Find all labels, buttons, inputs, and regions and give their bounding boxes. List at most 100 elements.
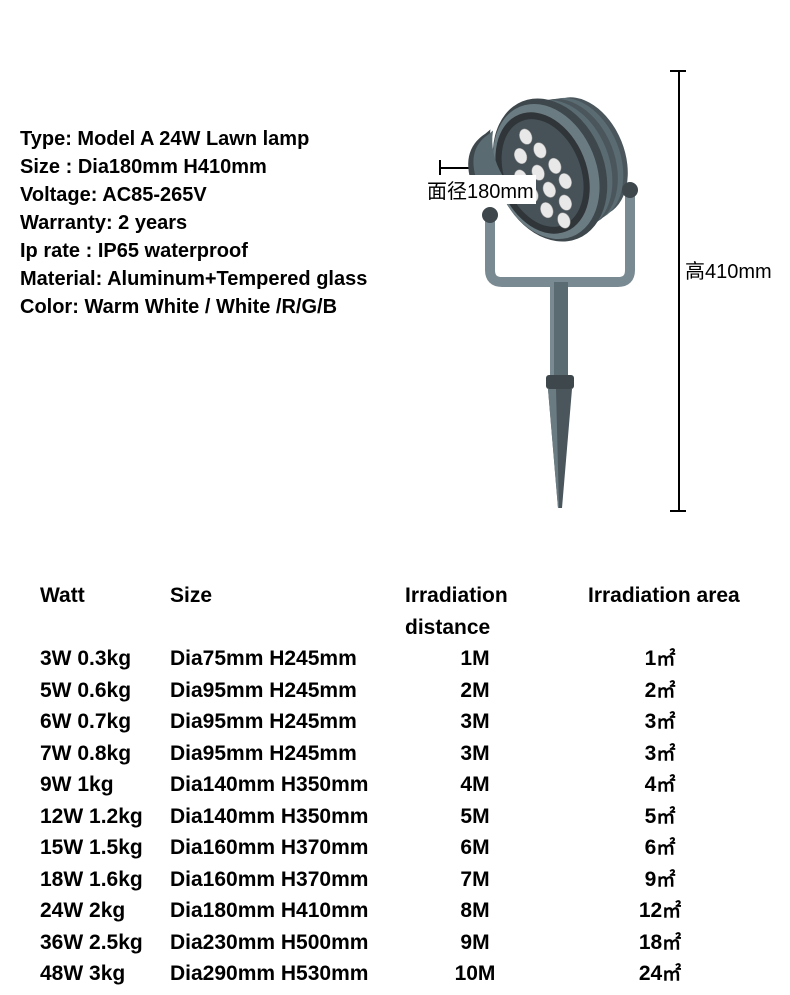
spec-color-label: Color: [20, 296, 79, 318]
cell-area-value: 4 [645, 773, 657, 796]
table-row: 48W 3kgDia290mm H530mm10M24㎡ [40, 958, 750, 990]
spec-ip: Ip rate : IP65 waterproof [20, 237, 420, 265]
spec-voltage-value: AC85-265V [102, 184, 207, 206]
cell-area: 1㎡ [570, 643, 750, 675]
dimension-height-tick-bottom [670, 510, 686, 512]
cell-watt: 12W 1.2kg [40, 801, 170, 833]
spec-material: Material: Aluminum+Tempered glass [20, 265, 420, 293]
cell-distance: 10M [380, 958, 570, 990]
cell-area-unit: ㎡ [656, 838, 675, 859]
cell-area-unit: ㎡ [656, 870, 675, 891]
cell-area-unit: ㎡ [656, 681, 675, 702]
spec-material-label: Material: [20, 268, 102, 290]
cell-size: Dia140mm H350mm [170, 769, 380, 801]
cell-watt: 5W 0.6kg [40, 675, 170, 707]
spec-list: Type: Model A 24W Lawn lamp Size : Dia18… [20, 125, 420, 321]
spec-color-value: Warm White / White /R/G/B [84, 296, 337, 318]
cell-size: Dia140mm H350mm [170, 801, 380, 833]
cell-watt: 36W 2.5kg [40, 927, 170, 959]
cell-area: 24㎡ [570, 958, 750, 990]
cell-area: 18㎡ [570, 927, 750, 959]
cell-area-value: 5 [645, 805, 657, 828]
cell-distance: 9M [380, 927, 570, 959]
table-row: 15W 1.5kgDia160mm H370mm6M6㎡ [40, 832, 750, 864]
spec-type: Type: Model A 24W Lawn lamp [20, 125, 420, 153]
cell-area-unit: ㎡ [656, 807, 675, 828]
cell-distance: 8M [380, 895, 570, 927]
cell-watt: 9W 1kg [40, 769, 170, 801]
spec-warranty: Warranty: 2 years [20, 209, 420, 237]
table-body: 3W 0.3kgDia75mm H245mm1M1㎡5W 0.6kgDia95m… [40, 643, 750, 990]
cell-watt: 48W 3kg [40, 958, 170, 990]
cell-watt: 7W 0.8kg [40, 738, 170, 770]
cell-area: 5㎡ [570, 801, 750, 833]
cell-area-unit: ㎡ [656, 775, 675, 796]
cell-distance: 5M [380, 801, 570, 833]
cell-size: Dia95mm H245mm [170, 738, 380, 770]
cell-size: Dia95mm H245mm [170, 675, 380, 707]
table-row: 7W 0.8kgDia95mm H245mm3M3㎡ [40, 738, 750, 770]
spec-voltage: Voltage: AC85-265V [20, 181, 420, 209]
cell-distance: 1M [380, 643, 570, 675]
cell-size: Dia230mm H500mm [170, 927, 380, 959]
cell-watt: 18W 1.6kg [40, 864, 170, 896]
spec-type-label: Type: [20, 128, 72, 150]
cell-area: 3㎡ [570, 738, 750, 770]
header-watt: Watt [40, 580, 170, 612]
table-row: 6W 0.7kgDia95mm H245mm3M3㎡ [40, 706, 750, 738]
spec-size-label: Size : [20, 156, 72, 178]
cell-area-value: 12 [639, 899, 662, 922]
cell-area-value: 18 [639, 931, 662, 954]
dimension-height-line [678, 70, 680, 510]
spec-size-value: Dia180mm H410mm [78, 156, 267, 178]
cell-area-value: 24 [639, 962, 662, 985]
cell-area: 12㎡ [570, 895, 750, 927]
variant-table: Watt Size Irradiation distance Irradiati… [40, 580, 750, 990]
cell-distance: 7M [380, 864, 570, 896]
header-size: Size [170, 580, 380, 612]
cell-size: Dia95mm H245mm [170, 706, 380, 738]
cell-size: Dia180mm H410mm [170, 895, 380, 927]
cell-area-unit: ㎡ [662, 901, 681, 922]
table-header-row: Watt Size Irradiation distance Irradiati… [40, 580, 750, 643]
cell-area-value: 2 [645, 679, 657, 702]
cell-area-unit: ㎡ [662, 964, 681, 985]
table-row: 24W 2kgDia180mm H410mm8M12㎡ [40, 895, 750, 927]
cell-distance: 2M [380, 675, 570, 707]
cell-area-value: 3 [645, 742, 657, 765]
spec-material-value: Aluminum+Tempered glass [107, 268, 367, 290]
spec-voltage-label: Voltage: [20, 184, 97, 206]
cell-area-unit: ㎡ [656, 649, 675, 670]
cell-watt: 3W 0.3kg [40, 643, 170, 675]
cell-size: Dia290mm H530mm [170, 958, 380, 990]
spec-warranty-value: 2 years [118, 212, 187, 234]
table-row: 5W 0.6kgDia95mm H245mm2M2㎡ [40, 675, 750, 707]
dimension-height-tick-top [670, 70, 686, 72]
cell-area: 6㎡ [570, 832, 750, 864]
cell-area-value: 6 [645, 836, 657, 859]
table-row: 9W 1kgDia140mm H350mm4M4㎡ [40, 769, 750, 801]
dimension-height-label: 高410mm [685, 255, 772, 284]
table-row: 18W 1.6kgDia160mm H370mm7M9㎡ [40, 864, 750, 896]
dimension-width-label: 面径180mm [425, 175, 536, 204]
cell-area-value: 1 [645, 647, 657, 670]
cell-distance: 4M [380, 769, 570, 801]
cell-area-unit: ㎡ [662, 933, 681, 954]
lamp-icon [430, 60, 690, 520]
cell-area-value: 9 [645, 868, 657, 891]
cell-size: Dia160mm H370mm [170, 864, 380, 896]
spec-size: Size : Dia180mm H410mm [20, 153, 420, 181]
cell-distance: 3M [380, 738, 570, 770]
cell-watt: 15W 1.5kg [40, 832, 170, 864]
cell-area: 9㎡ [570, 864, 750, 896]
spec-type-value: Model A 24W Lawn lamp [77, 128, 309, 150]
spec-ip-label: Ip rate : [20, 240, 92, 262]
cell-distance: 6M [380, 832, 570, 864]
top-region: Type: Model A 24W Lawn lamp Size : Dia18… [0, 60, 790, 540]
table-row: 12W 1.2kgDia140mm H350mm5M5㎡ [40, 801, 750, 833]
cell-area: 2㎡ [570, 675, 750, 707]
product-diagram: 面径180mm 高410mm [430, 60, 770, 530]
cell-area-unit: ㎡ [656, 712, 675, 733]
cell-area: 4㎡ [570, 769, 750, 801]
spec-color: Color: Warm White / White /R/G/B [20, 293, 420, 321]
